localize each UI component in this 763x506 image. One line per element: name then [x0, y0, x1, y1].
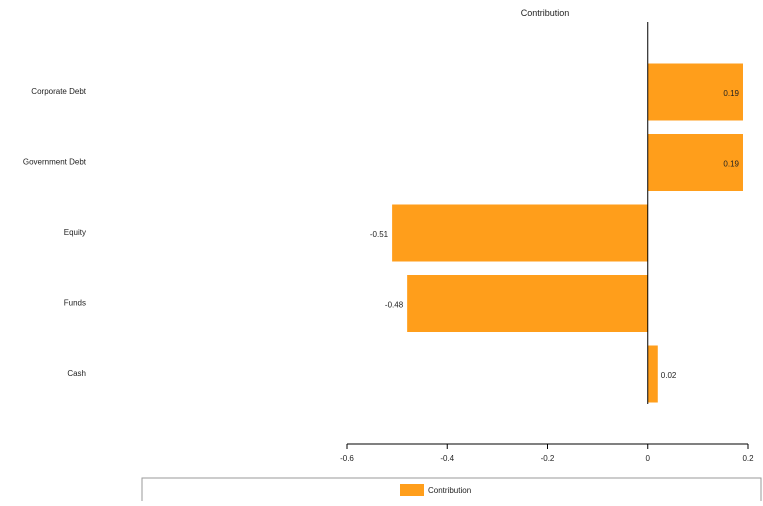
- x-tick-label: -0.4: [440, 454, 454, 463]
- bar-cash: [647, 345, 658, 403]
- category-label: Equity: [64, 228, 86, 237]
- category-label: Cash: [67, 369, 86, 378]
- x-tick-label: 0: [646, 454, 651, 463]
- legend-swatch: [400, 484, 424, 496]
- category-label: Corporate Debt: [31, 87, 86, 96]
- bar-government-debt: [647, 134, 743, 191]
- data-label: 0.02: [661, 371, 677, 380]
- bar-funds: [407, 275, 648, 332]
- bar-equity: [392, 204, 648, 262]
- data-label: -0.48: [385, 301, 404, 310]
- axis-layer: -0.6 -0.4 -0.2 0 0.2: [340, 22, 754, 463]
- category-label: Funds: [64, 299, 86, 308]
- x-tick-label: -0.6: [340, 454, 354, 463]
- bars-layer: [392, 63, 743, 403]
- data-label: 0.19: [723, 160, 739, 169]
- category-labels-layer: Corporate Debt Government Debt Equity Funds…: [23, 87, 87, 378]
- legend-label: Contribution: [428, 486, 471, 495]
- x-tick-label: 0.2: [742, 454, 754, 463]
- data-labels-layer: 0.19 0.19 -0.51 -0.48 0.02: [370, 89, 740, 380]
- legend: Contribution: [141, 477, 762, 503]
- x-tick-label: -0.2: [541, 454, 555, 463]
- data-label: -0.51: [370, 230, 389, 239]
- data-label: 0.19: [723, 89, 739, 98]
- legend-box: [141, 477, 762, 503]
- bar-corporate-debt: [647, 63, 743, 121]
- category-label: Government Debt: [23, 158, 87, 167]
- chart-title: Contribution: [521, 8, 570, 18]
